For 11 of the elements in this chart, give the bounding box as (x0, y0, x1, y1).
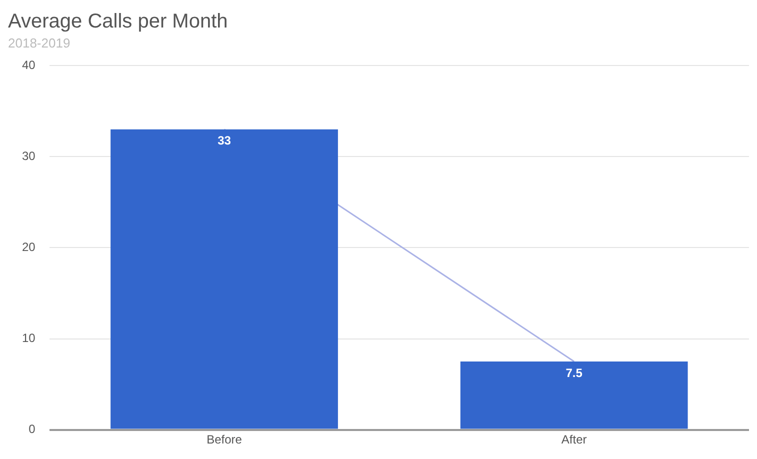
chart-title: Average Calls per Month (8, 10, 228, 33)
data-label: 7.5 (566, 366, 583, 380)
x-tick-label: Before (206, 432, 242, 446)
y-tick-label: 40 (22, 58, 36, 72)
y-tick-label: 10 (22, 331, 36, 346)
x-tick-label: After (561, 432, 587, 446)
chart-subtitle: 2018-2019 (8, 35, 70, 50)
y-tick-label: 30 (22, 148, 36, 163)
y-tick-label: 20 (22, 240, 36, 254)
y-tick-label: 0 (28, 422, 36, 436)
data-label: 33 (218, 134, 232, 148)
